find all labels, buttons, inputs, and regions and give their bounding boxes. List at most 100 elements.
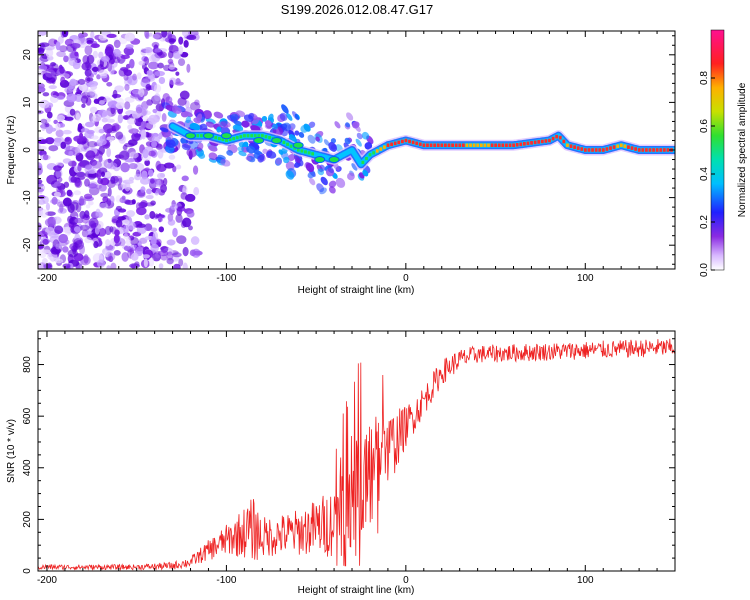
ridge-streak <box>163 133 174 141</box>
noise-blob <box>136 72 142 80</box>
ridge-streak <box>279 112 288 121</box>
noise-blob <box>120 54 130 60</box>
ridge-core-seg <box>476 143 480 147</box>
snr-frame <box>37 330 676 572</box>
noise-blob <box>79 210 86 219</box>
noise-blob <box>122 144 128 151</box>
noise-blob <box>134 173 142 181</box>
noise-blob <box>53 165 62 172</box>
noise-blob <box>190 236 200 245</box>
noise-blob <box>121 195 126 200</box>
noise-blob <box>69 108 76 116</box>
ridge-core-seg <box>573 145 577 149</box>
noise-blob <box>57 176 63 183</box>
noise-blob <box>163 64 171 72</box>
ridge-core-seg <box>447 143 451 148</box>
noise-blob <box>120 162 130 173</box>
noise-blob <box>150 243 160 252</box>
ridge-streak <box>197 142 204 152</box>
noise-blob <box>68 58 78 67</box>
noise-blob <box>125 236 131 247</box>
ridge-streak <box>213 111 224 119</box>
noise-blob <box>130 264 136 269</box>
noise-blob <box>145 194 154 200</box>
ridge-core-seg <box>659 148 663 152</box>
noise-blob <box>149 210 156 219</box>
ridge-core-seg <box>415 141 419 146</box>
ridge-streak <box>327 165 334 174</box>
ridge-core-seg <box>591 148 594 152</box>
ridge-streak <box>181 143 191 151</box>
noise-blob <box>188 225 193 231</box>
noise-blob <box>158 263 164 269</box>
noise-blob <box>182 184 188 195</box>
ridge-core-seg <box>662 148 666 152</box>
ridge-hot-blob <box>253 136 265 144</box>
ridge-core-seg <box>250 134 254 138</box>
ridge-streak <box>283 156 290 164</box>
noise-blob <box>144 214 150 220</box>
ridge-core-seg <box>548 138 551 143</box>
noise-blob <box>84 45 93 56</box>
noise-blob <box>59 203 64 213</box>
ridge-streak <box>356 132 363 140</box>
ridge-streak <box>199 123 208 132</box>
ridge-core-seg <box>619 143 623 147</box>
noise-blob <box>66 189 73 197</box>
noise-blob <box>38 166 43 176</box>
noise-blob <box>85 230 93 235</box>
noise-blob <box>168 50 174 59</box>
noise-blob <box>46 111 53 119</box>
noise-blob <box>73 226 81 233</box>
ridge-core-seg <box>311 152 315 156</box>
noise-blob <box>64 137 71 142</box>
noise-blob <box>147 169 154 177</box>
noise-blob <box>169 79 174 89</box>
noise-blob <box>103 97 113 103</box>
y-tick-label: 0 <box>22 147 33 153</box>
ridge-streak <box>307 134 316 144</box>
ridge-core-seg <box>505 143 508 148</box>
noise-blob <box>180 220 187 228</box>
ridge-core-seg <box>296 148 300 152</box>
noise-blob <box>163 162 175 169</box>
noise-blob <box>58 45 68 53</box>
noise-blob <box>124 32 136 42</box>
noise-blob <box>168 154 176 160</box>
noise-blob <box>178 45 184 55</box>
noise-blob <box>154 213 159 219</box>
noise-blob <box>48 145 59 152</box>
ridge-streak <box>323 139 330 146</box>
noise-blob <box>107 100 119 109</box>
ridge-streak <box>196 113 203 122</box>
noise-blob <box>128 176 135 182</box>
noise-blob <box>89 106 98 114</box>
ridge-core-seg <box>368 153 372 157</box>
noise-blob <box>76 171 86 178</box>
ridge-streak <box>347 172 355 181</box>
ridge-streak <box>264 124 272 130</box>
ridge-core-seg <box>400 139 404 144</box>
noise-blob <box>118 177 123 184</box>
noise-blob <box>91 92 98 99</box>
noise-blob <box>84 69 92 77</box>
noise-blob <box>38 86 46 93</box>
noise-blob <box>54 225 64 234</box>
noise-blob <box>123 46 135 56</box>
ridge-core-seg <box>555 134 559 139</box>
colorbar-label: Normalized spectral amplitude <box>737 82 748 217</box>
noise-blob <box>132 73 137 81</box>
ridge-streak <box>308 121 316 128</box>
noise-blob <box>48 85 57 90</box>
noise-blob <box>88 217 99 228</box>
noise-blob <box>60 226 72 233</box>
x-tick-label: -200 <box>37 273 57 284</box>
noise-blob <box>141 77 150 83</box>
noise-blob <box>194 99 200 106</box>
noise-blob <box>83 193 93 200</box>
noise-blob <box>183 39 189 48</box>
noise-blob <box>67 249 79 258</box>
noise-blob <box>85 150 96 161</box>
noise-blob <box>154 48 162 53</box>
